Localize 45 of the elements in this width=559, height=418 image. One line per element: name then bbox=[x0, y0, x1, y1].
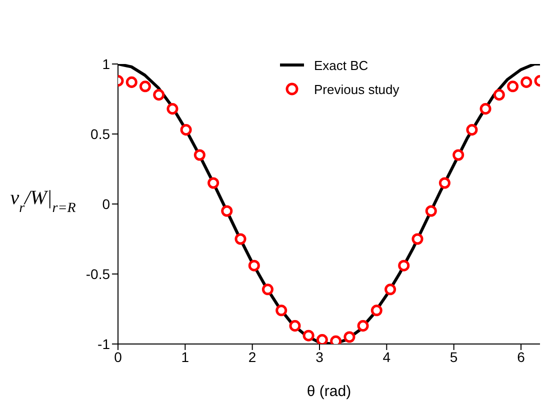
point bbox=[384, 284, 396, 296]
point bbox=[302, 330, 314, 342]
point bbox=[289, 320, 301, 332]
point bbox=[126, 76, 138, 88]
point bbox=[153, 89, 165, 101]
point bbox=[520, 76, 532, 88]
point bbox=[398, 260, 410, 272]
point bbox=[425, 205, 437, 217]
y-tick-label: -0.5 bbox=[86, 266, 110, 282]
y-tick-label: -1 bbox=[98, 336, 110, 352]
point bbox=[370, 304, 382, 316]
point bbox=[208, 177, 220, 189]
point bbox=[316, 334, 328, 344]
y-tick-label: 0 bbox=[102, 196, 110, 212]
x-axis-title: θ (rad) bbox=[306, 383, 352, 400]
point bbox=[507, 80, 519, 92]
point bbox=[234, 233, 246, 245]
y-tick-label: 1 bbox=[102, 56, 110, 72]
x-tick-label: 3 bbox=[316, 348, 324, 365]
point bbox=[466, 124, 478, 136]
point bbox=[221, 205, 233, 217]
point bbox=[452, 149, 464, 161]
point bbox=[262, 284, 274, 296]
point bbox=[357, 320, 369, 332]
point bbox=[276, 304, 288, 316]
point bbox=[412, 233, 424, 245]
point bbox=[248, 260, 260, 272]
y-axis-title: v$_{r}$/W|$_{r=R}$ bbox=[10, 187, 76, 216]
y-tick-label: 0.5 bbox=[90, 126, 110, 142]
point bbox=[344, 331, 356, 343]
point bbox=[194, 149, 206, 161]
x-tick-label: 2 bbox=[248, 348, 256, 365]
point bbox=[139, 80, 151, 92]
x-tick-label: 4 bbox=[382, 348, 391, 365]
point bbox=[180, 124, 192, 136]
point bbox=[480, 103, 492, 115]
point bbox=[493, 89, 505, 101]
point bbox=[166, 103, 178, 115]
x-tick-label: 5 bbox=[450, 348, 458, 365]
legend-label: Exact BC bbox=[314, 58, 368, 72]
x-tick-label: 6 bbox=[517, 348, 526, 365]
x-tick-label: 0 bbox=[114, 348, 122, 365]
legend-label: Previous study bbox=[314, 82, 400, 96]
x-tick-label: 1 bbox=[181, 348, 190, 365]
point bbox=[438, 177, 450, 189]
